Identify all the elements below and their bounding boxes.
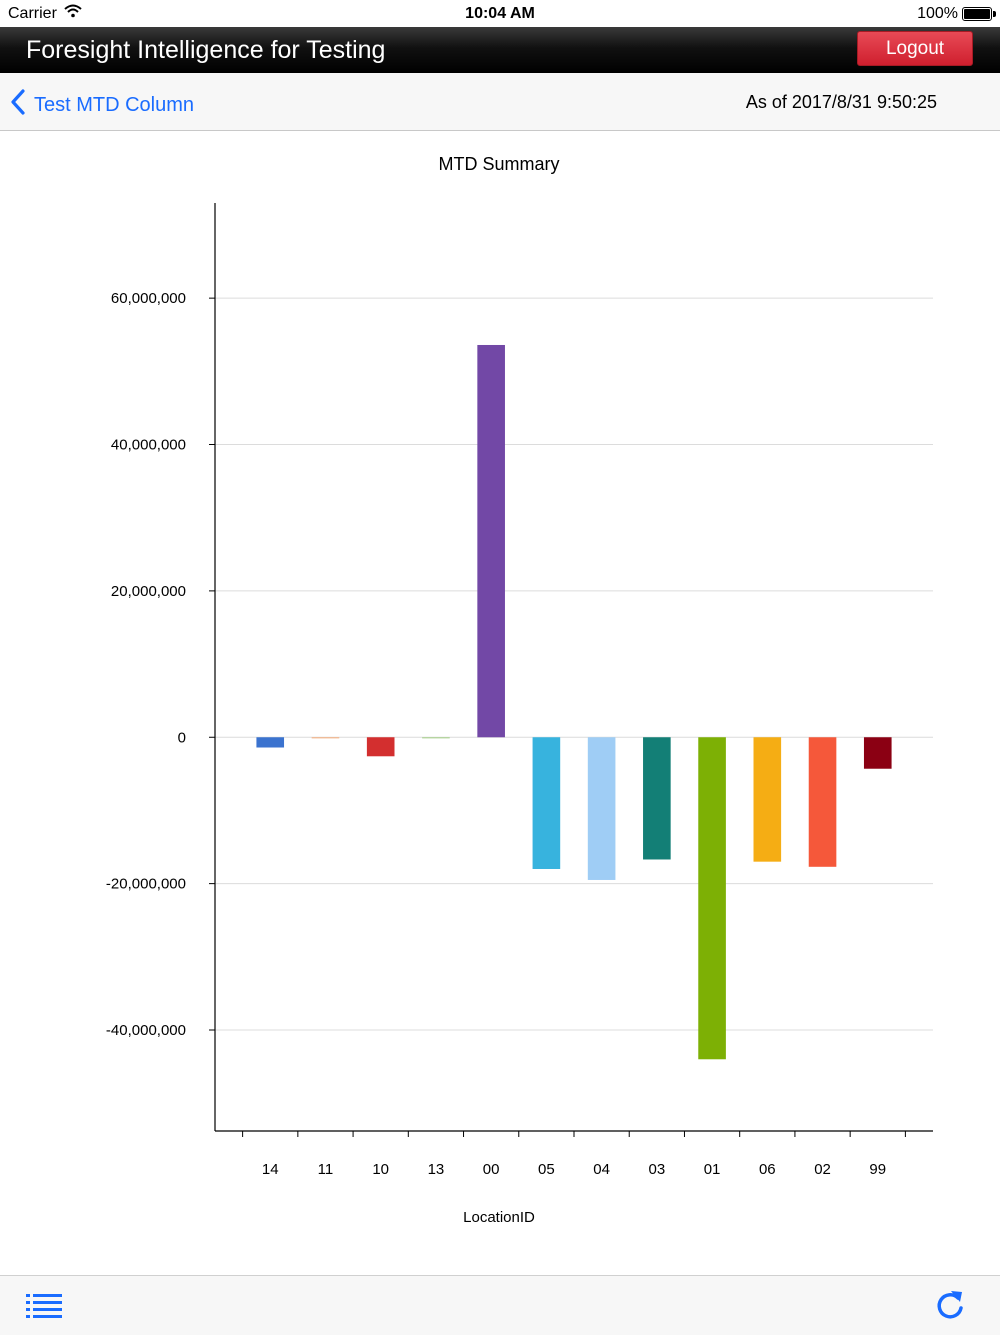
- x-tick-label: 13: [428, 1161, 445, 1178]
- carrier-label: Carrier: [8, 5, 57, 22]
- y-tick-label: -40,000,000: [106, 1022, 186, 1039]
- wifi-icon: [64, 4, 82, 23]
- navigation-bar: Test MTD Column As of 2017/8/31 9:50:25: [0, 73, 1000, 131]
- app-header: Foresight Intelligence for Testing Logou…: [0, 27, 1000, 73]
- x-tick-label: 01: [704, 1161, 721, 1178]
- x-tick-label: 03: [649, 1161, 666, 1178]
- chart-title: MTD Summary: [439, 154, 560, 174]
- bar-03[interactable]: [643, 737, 671, 860]
- x-tick-label: 11: [318, 1161, 334, 1178]
- list-icon[interactable]: [26, 1292, 62, 1325]
- y-tick-label: 0: [178, 729, 186, 746]
- gridlines: [209, 297, 933, 1031]
- bar-00[interactable]: [477, 344, 505, 738]
- battery-percent: 100%: [917, 5, 958, 22]
- bar-04[interactable]: [587, 737, 616, 880]
- x-axis-label: LocationID: [463, 1209, 535, 1226]
- x-tick-label: 99: [869, 1161, 886, 1178]
- bar-10[interactable]: [366, 737, 395, 757]
- bar-06[interactable]: [753, 737, 782, 862]
- y-tick-label: -20,000,000: [106, 876, 186, 893]
- bar-13[interactable]: [422, 737, 450, 739]
- bar-02[interactable]: [808, 737, 837, 867]
- bars: [256, 344, 892, 1060]
- logout-button[interactable]: Logout: [857, 31, 973, 66]
- x-tick-label: 00: [483, 1161, 500, 1178]
- bar-05[interactable]: [532, 737, 561, 869]
- bar-14[interactable]: [256, 737, 285, 748]
- x-tick-label: 05: [538, 1161, 555, 1178]
- y-tick-label: 20,000,000: [111, 583, 186, 600]
- x-tick-label: 14: [262, 1161, 279, 1178]
- chevron-left-icon: [10, 89, 34, 121]
- x-tick-label: 02: [814, 1161, 831, 1178]
- x-tick-label: 04: [593, 1161, 610, 1178]
- app-title: Foresight Intelligence for Testing: [26, 36, 386, 64]
- y-tick-label: 60,000,000: [111, 290, 186, 307]
- axes: [214, 203, 933, 1137]
- status-bar: Carrier 10:04 AM 100%: [0, 0, 1000, 28]
- refresh-icon[interactable]: [934, 1288, 966, 1327]
- tick-labels: 60,000,000 40,000,000 20,000,000 0 -20,000,0…: [106, 290, 886, 1178]
- chart-svg: MTD Summary LocationID 60,000,000 40,000,…: [106, 154, 933, 1226]
- bar-99[interactable]: [863, 737, 892, 769]
- bar-11[interactable]: [311, 737, 340, 739]
- bar-01[interactable]: [698, 737, 726, 1060]
- status-time: 10:04 AM: [465, 5, 535, 22]
- mtd-summary-chart: MTD Summary LocationID 60,000,000 40,000,…: [0, 131, 1000, 1275]
- y-tick-label: 40,000,000: [111, 437, 186, 454]
- x-tick-label: 10: [372, 1161, 389, 1178]
- as-of-timestamp: As of 2017/8/31 9:50:25: [745, 92, 937, 112]
- x-tick-label: 06: [759, 1161, 776, 1178]
- bottom-toolbar: [0, 1275, 1000, 1335]
- back-button[interactable]: Test MTD Column: [10, 89, 194, 121]
- back-label: Test MTD Column: [34, 93, 195, 116]
- battery-icon: [962, 7, 996, 21]
